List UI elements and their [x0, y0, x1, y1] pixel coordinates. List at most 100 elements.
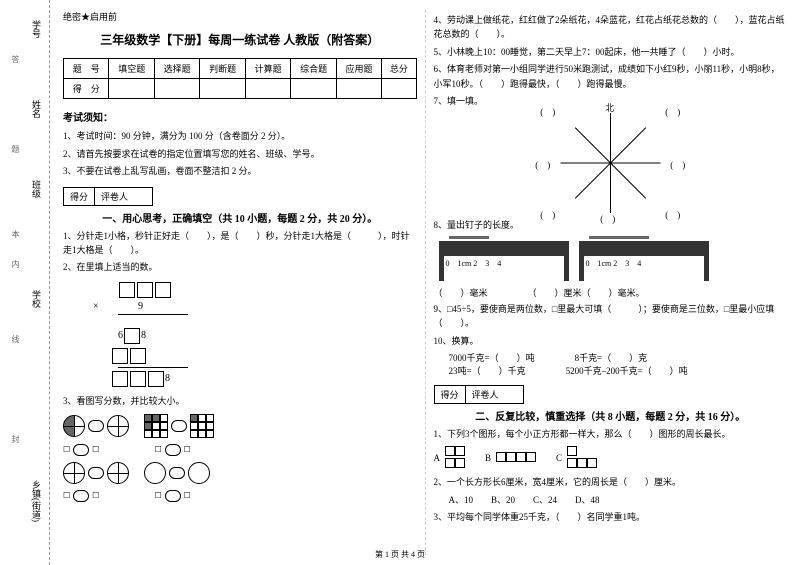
- section-score-box: 得分 评卷人: [434, 385, 524, 404]
- score-label: 得分: [64, 188, 95, 205]
- digit: 9: [138, 301, 143, 312]
- question: 5、小林晚上10：00睡觉，第二天早上7：00起床，他一共睡了（ ）小时。: [434, 45, 788, 59]
- blank: ( ): [535, 158, 550, 171]
- fraction-row: ☐☐ ☐☐: [63, 490, 417, 502]
- options: A、10 B、20 C、24 D、48: [449, 493, 788, 507]
- blank: ( ): [670, 158, 685, 171]
- binding-label-school: 学校: [30, 290, 43, 308]
- conversion-row: 7000千克=（ ）吨 8千克=（ ）克: [449, 351, 788, 364]
- page-container: 学号 答 姓名 题 班级 本 内 学校 线 封 乡镇(街道) 绝密★启用前 三年…: [0, 0, 800, 565]
- table-cell: [109, 79, 154, 99]
- table-cell: 得 分: [64, 79, 109, 99]
- binding-text: 题: [10, 145, 21, 153]
- opt-c: C: [556, 453, 562, 463]
- question: 4、劳动课上做纸花，红红做了2朵纸花，4朵蓝花，红花占纸花总数的（ ），蓝花占纸…: [434, 13, 788, 42]
- question: 9、□45÷5，要使商是两位数，□里最大可填（ ）；要使商是三位数，□里最小应填…: [434, 302, 788, 331]
- table-cell: [336, 79, 381, 99]
- secret-label: 绝密★启用前: [63, 10, 417, 23]
- fraction-row: [63, 414, 417, 438]
- notice-item: 2、请首先按要求在试卷的指定位置填写您的姓名、班级、学号。: [63, 148, 417, 162]
- table-row: 得 分: [64, 79, 417, 99]
- binding-label-class: 班级: [30, 180, 43, 198]
- table-cell: [382, 79, 416, 99]
- ruler-icon: 0 1cm 2 3 4: [579, 241, 709, 281]
- ruler-row: 0 1cm 2 3 4 0 1cm 2 3 4: [434, 236, 788, 286]
- binding-label-id: 学号: [30, 20, 43, 38]
- table-cell: [200, 79, 245, 99]
- table-cell: [245, 79, 290, 99]
- table-cell: [154, 79, 199, 99]
- binding-text: 内: [10, 260, 21, 268]
- ruler-scale: 0 1cm 2 3 4: [584, 256, 704, 281]
- table-header: 判断题: [200, 59, 245, 79]
- question: 3、平均每个同学体重25千克，（ ）名同学重1吨。: [434, 510, 788, 524]
- binding-text: 线: [10, 335, 21, 343]
- ruler-answer: （ ）毫米: [434, 286, 488, 299]
- ruler-answer: （ ）厘米（ ）毫米。: [528, 286, 645, 299]
- digit: 6: [118, 330, 123, 341]
- conversion: 5200千克–200千克=（ ）吨: [566, 364, 688, 377]
- notice-heading: 考试须知：: [63, 109, 417, 124]
- blank: ( ): [665, 105, 680, 118]
- notice-item: 3、不要在试卷上乱写乱画，卷面不整洁扣 2 分。: [63, 165, 417, 179]
- left-column: 绝密★启用前 三年级数学【下册】每周一练试卷 人教版（附答案） 题 号 填空题 …: [55, 10, 426, 555]
- shape-icon: [567, 446, 597, 470]
- ruler-labels: （ ）毫米 （ ）厘米（ ）毫米。: [434, 286, 788, 299]
- section1-title: 一、用心思考，正确填空（共 10 小题，每题 2 分，共 20 分）。: [63, 210, 417, 225]
- table-header: 应用题: [336, 59, 381, 79]
- mult-sign: ×: [93, 301, 108, 312]
- table-header: 综合题: [291, 59, 336, 79]
- ruler-scale: 0 1cm 2 3 4: [444, 256, 564, 281]
- content-area: 绝密★启用前 三年级数学【下册】每周一练试卷 人教版（附答案） 题 号 填空题 …: [50, 0, 800, 565]
- question: 3、看图写分数，并比较大小。: [63, 394, 417, 408]
- paper-title: 三年级数学【下册】每周一练试卷 人教版（附答案）: [63, 31, 417, 48]
- opt-b: B: [485, 453, 491, 463]
- binding-text: 封: [10, 435, 21, 443]
- binding-text: 答: [10, 55, 21, 63]
- notice-item: 1、考试时间：90 分钟，满分为 100 分（含卷面分 2 分）。: [63, 130, 417, 144]
- binding-text: 本: [10, 230, 21, 238]
- opt-a: A: [434, 453, 441, 463]
- fraction-row: [63, 462, 417, 484]
- ruler-icon: 0 1cm 2 3 4: [439, 241, 569, 281]
- question: 1、下列3个图形，每个小正方形都一样大，那么（ ）图形的周长最长。: [434, 427, 788, 441]
- multiplication-diagram: × 9 6 8 8: [93, 281, 417, 388]
- fraction-row: ☐☐ ☐☐: [63, 444, 417, 456]
- page-footer: 第 1 页 共 4 页: [375, 549, 425, 560]
- table-header: 选择题: [154, 59, 199, 79]
- table-header: 题 号: [64, 59, 109, 79]
- binding-margin: 学号 答 姓名 题 班级 本 内 学校 线 封 乡镇(街道): [0, 0, 50, 565]
- north-label: 北: [605, 101, 614, 114]
- shape-options: A B C: [434, 446, 788, 470]
- digit: 8: [165, 373, 170, 384]
- right-column: 4、劳动课上做纸花，红红做了2朵纸花，4朵蓝花，红花占纸花总数的（ ），蓝花占纸…: [426, 10, 796, 555]
- shape-icon: [496, 452, 536, 464]
- section2-title: 二、反复比较，慎重选择（共 8 小题，每题 2 分，共 16 分）。: [434, 408, 788, 423]
- question: 2、在里填上适当的数。: [63, 260, 417, 274]
- shape-icon: [445, 446, 465, 470]
- table-cell: [291, 79, 336, 99]
- question: 10、换算。: [434, 334, 788, 348]
- grader-label: 评卷人: [466, 386, 505, 403]
- table-header: 填空题: [109, 59, 154, 79]
- blank: ( ): [540, 208, 555, 221]
- compass-diagram: 北 ( ) ( ) ( ) ( ) ( ) ( ) ( ): [560, 113, 660, 213]
- table-row: 题 号 填空题 选择题 判断题 计算题 综合题 应用题 总分: [64, 59, 417, 79]
- binding-label-town: 乡镇(街道): [30, 480, 43, 522]
- blank: ( ): [665, 208, 680, 221]
- question: 2、一个长方形长6厘米，宽4厘米，它的周长是（ ）厘米。: [434, 475, 788, 489]
- conversion: 23吨=（ ）千克: [449, 364, 526, 377]
- digit: 8: [141, 330, 146, 341]
- score-label: 得分: [435, 386, 466, 403]
- table-header: 总分: [382, 59, 416, 79]
- score-table: 题 号 填空题 选择题 判断题 计算题 综合题 应用题 总分 得 分: [63, 58, 417, 99]
- table-header: 计算题: [245, 59, 290, 79]
- grader-label: 评卷人: [95, 188, 134, 205]
- blank: ( ): [600, 212, 615, 225]
- question: 1、分针走1小格，秒针正好走（ ），是（ ）秒，分针走1大格是（ ），时针走1大…: [63, 229, 417, 258]
- binding-label-name: 姓名: [30, 100, 43, 118]
- conversion: 8千克=（ ）克: [575, 351, 648, 364]
- conversion-row: 23吨=（ ）千克 5200千克–200千克=（ ）吨: [449, 364, 788, 377]
- blank: ( ): [540, 105, 555, 118]
- question: 6、体育老师对第一小组同学进行50米跑测试，成绩如下小红9秒，小丽11秒，小明8…: [434, 62, 788, 91]
